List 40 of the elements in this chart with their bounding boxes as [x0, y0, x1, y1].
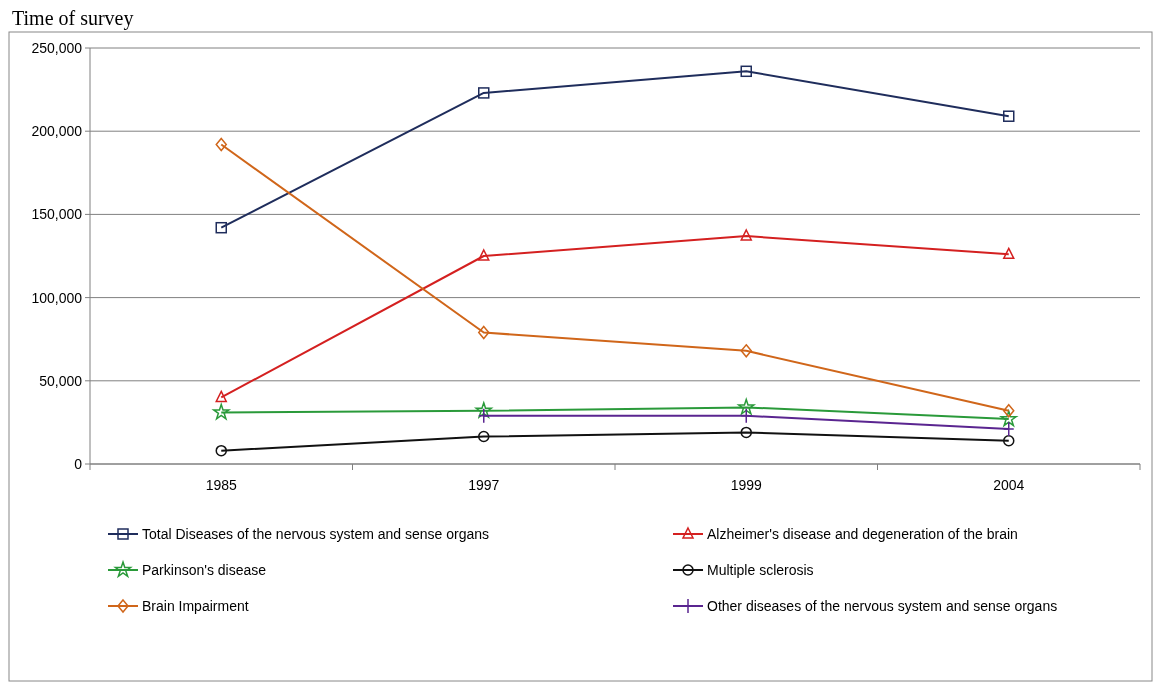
chart-title: Time of survey [12, 7, 134, 30]
legend-label: Multiple sclerosis [707, 561, 814, 578]
legend-label: Total Diseases of the nervous system and sense organs [142, 525, 490, 542]
point [740, 229, 752, 241]
point [740, 65, 752, 78]
x-tick-label: 1985 [205, 477, 238, 493]
legend-label: Alzheimer's disease and degeneration of the brain [707, 525, 1018, 542]
point [478, 407, 490, 424]
point [737, 398, 755, 415]
point [215, 221, 227, 234]
x-tick-label: 2004 [993, 477, 1025, 493]
point [478, 430, 490, 443]
point [1003, 404, 1015, 418]
point [1003, 110, 1015, 122]
y-tick-label: 250,000 [31, 39, 83, 56]
point [215, 390, 227, 403]
x-tick-label: 1997 [468, 477, 500, 493]
point [740, 407, 752, 424]
x-tick-label: 1999 [730, 477, 763, 493]
legend-label: Other diseases of the nervous system and sense organs [707, 597, 1058, 614]
point [215, 444, 227, 457]
point [478, 325, 490, 340]
point [212, 403, 230, 420]
point [478, 87, 490, 99]
point [215, 137, 227, 152]
point [478, 249, 490, 261]
y-tick-label: 50,000 [39, 372, 83, 389]
legend-label: Parkinson's disease [142, 561, 267, 578]
point [740, 426, 752, 439]
legend-label: Brain Impairment [142, 597, 249, 614]
point [475, 402, 493, 418]
y-tick-label: 200,000 [31, 123, 83, 140]
y-tick-label: 100,000 [31, 289, 83, 306]
point [740, 344, 752, 358]
y-tick-label: 150,000 [31, 206, 83, 223]
point [1003, 247, 1015, 260]
point [1003, 434, 1015, 447]
point [1003, 421, 1015, 437]
point [1000, 410, 1018, 427]
y-tick-label: 0 [74, 455, 83, 472]
